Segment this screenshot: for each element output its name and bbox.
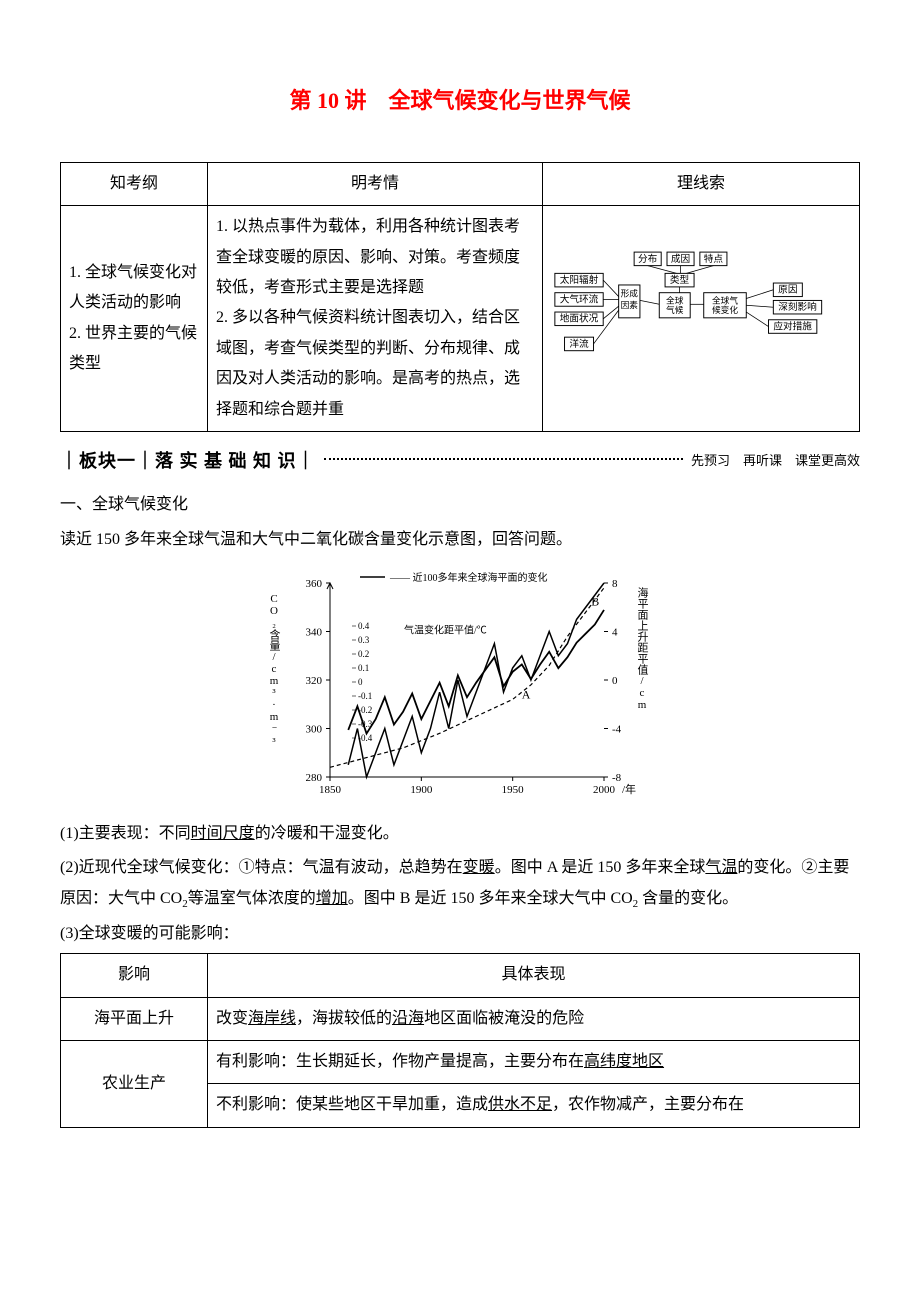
- svg-text:大气环流: 大气环流: [560, 293, 599, 305]
- u: 气温: [705, 859, 737, 876]
- chart-container: 1850 1900 1950 2000/年 280 300 320 340 360 CO₂含量/c…: [60, 565, 860, 805]
- heading-1: 一、全球气候变化: [60, 490, 860, 520]
- svg-text:成因: 成因: [671, 253, 690, 265]
- svg-text:8: 8: [612, 578, 618, 590]
- t: 改变: [216, 1010, 248, 1027]
- svg-text:应对措施: 应对措施: [773, 320, 812, 332]
- svg-text:—— 近100多年来全球海平面的变化: —— 近100多年来全球海平面的变化: [389, 571, 548, 584]
- svg-text:太阳辐射: 太阳辐射: [560, 274, 599, 286]
- svg-text:320: 320: [306, 675, 323, 687]
- table-row: 农业生产 有利影响：生长期延长，作物产量提高，主要分布在高纬度地区: [61, 1040, 860, 1083]
- intro-1: 读近 150 多年来全球气温和大气中二氧化碳含量变化示意图，回答问题。: [60, 525, 860, 555]
- r1c2: 改变海岸线，海拔较低的沿海地区面临被淹没的危险: [208, 997, 860, 1040]
- svg-text:原因: 原因: [778, 285, 797, 296]
- svg-text:地面状况: 地面状况: [560, 313, 599, 325]
- para-2: (2)近现代全球气候变化：①特点：气温有波动，总趋势在变暖。图中 A 是近 15…: [60, 853, 860, 914]
- svg-text:-4: -4: [612, 723, 622, 735]
- syllabus-table: 知考纲 明考情 理线索 1. 全球气候变化对人类活动的影响 2. 世界主要的气候…: [60, 162, 860, 432]
- r2a: 有利影响：生长期延长，作物产量提高，主要分布在高纬度地区: [208, 1040, 860, 1083]
- climate-chart: 1850 1900 1950 2000/年 280 300 320 340 360 CO₂含量/c…: [260, 565, 660, 805]
- svg-text:300: 300: [306, 723, 323, 735]
- svg-text:/年: /年: [622, 782, 636, 796]
- page-title: 第 10 讲 全球气候变化与世界气候: [60, 80, 860, 122]
- u: 沿海: [392, 1010, 424, 1027]
- svg-text:1850: 1850: [319, 784, 342, 796]
- th-zhikaogang: 知考纲: [61, 162, 208, 205]
- svg-text:0: 0: [358, 677, 363, 687]
- svg-text:360: 360: [306, 578, 323, 590]
- svg-text:气候: 气候: [666, 304, 684, 315]
- table-header-row: 知考纲 明考情 理线索: [61, 162, 860, 205]
- svg-text:280: 280: [306, 772, 323, 784]
- svg-text:因素: 因素: [621, 299, 639, 310]
- svg-text:候变化: 候变化: [712, 304, 738, 315]
- table-row: 1. 全球气候变化对人类活动的影响 2. 世界主要的气候类型 1. 以热点事件为…: [61, 206, 860, 432]
- t: ，海拔较低的: [296, 1010, 392, 1027]
- t: 的冷暖和干湿变化。: [255, 825, 399, 842]
- svg-text:分布: 分布: [638, 253, 658, 265]
- svg-text:2000: 2000: [593, 784, 616, 796]
- svg-text:洋流: 洋流: [569, 338, 589, 350]
- svg-text:全球: 全球: [666, 294, 684, 305]
- svg-text:全球气: 全球气: [712, 294, 738, 305]
- svg-text:-0.1: -0.1: [358, 691, 372, 701]
- t: 。图中 A 是近 150 多年来全球: [495, 859, 706, 876]
- t: 等温室气体浓度的: [188, 890, 316, 907]
- section-bar-dots: [324, 457, 683, 460]
- u: 时间尺度: [191, 825, 255, 842]
- t: (2)近现代全球气候变化：①特点：气温有波动，总趋势在: [60, 859, 463, 876]
- col2-content: 1. 以热点事件为载体，利用各种统计图表考查全球变暖的原因、影响、对策。考查频度…: [208, 206, 543, 432]
- u: 变暖: [463, 859, 495, 876]
- para-1: (1)主要表现：不同时间尺度的冷暖和干湿变化。: [60, 819, 860, 849]
- svg-text:形成: 形成: [621, 287, 639, 298]
- u: 供水不足: [488, 1096, 552, 1113]
- svg-text:深刻影响: 深刻影响: [778, 301, 817, 313]
- svg-text:0: 0: [612, 675, 618, 687]
- r2b: 不利影响：使某些地区干旱加重，造成供水不足，农作物减产，主要分布在: [208, 1084, 860, 1127]
- svg-text:CO₂含量/cm³·m⁻³: CO₂含量/cm³·m⁻³: [268, 593, 281, 748]
- impact-table: 影响 具体表现 海平面上升 改变海岸线，海拔较低的沿海地区面临被淹没的危险 农业…: [60, 953, 860, 1128]
- th-impact: 影响: [61, 954, 208, 997]
- svg-text:0.3: 0.3: [358, 635, 370, 645]
- svg-text:0.4: 0.4: [358, 621, 370, 631]
- table-row: 海平面上升 改变海岸线，海拔较低的沿海地区面临被淹没的危险: [61, 997, 860, 1040]
- svg-text:1950: 1950: [502, 784, 524, 796]
- t: 不利影响：使某些地区干旱加重，造成: [216, 1096, 488, 1113]
- svg-text:0.2: 0.2: [358, 649, 369, 659]
- svg-text:类型: 类型: [670, 274, 690, 286]
- svg-text:特点: 特点: [704, 253, 724, 265]
- svg-text:B: B: [591, 594, 599, 608]
- table-header-row: 影响 具体表现: [61, 954, 860, 997]
- u: 海岸线: [248, 1010, 296, 1027]
- svg-text:A: A: [522, 687, 531, 701]
- mindmap-svg: 分布 成因 特点 太阳辐射 类型 大气环流 形成因素 全球气候 全球气候变化 原…: [551, 250, 841, 376]
- svg-text:0.1: 0.1: [358, 663, 369, 673]
- col3-mindmap: 分布 成因 特点 太阳辐射 类型 大气环流 形成因素 全球气候 全球气候变化 原…: [543, 206, 860, 432]
- th-mingkaoqing: 明考情: [208, 162, 543, 205]
- t: 。图中 B 是近 150 多年来全球大气中 CO: [348, 890, 633, 907]
- u: 增加: [316, 890, 348, 907]
- para-3: (3)全球变暖的可能影响：: [60, 919, 860, 949]
- t: (1)主要表现：不同: [60, 825, 191, 842]
- col1-content: 1. 全球气候变化对人类活动的影响 2. 世界主要的气候类型: [61, 206, 208, 432]
- svg-text:-8: -8: [612, 772, 622, 784]
- r1c1: 海平面上升: [61, 997, 208, 1040]
- t: ，农作物减产，主要分布在: [552, 1096, 744, 1113]
- section-bar: ｜板块一｜落 实 基 础 知 识｜ 先预习 再听课 课堂更高效: [60, 444, 860, 478]
- t: 含量的变化。: [638, 890, 738, 907]
- svg-text:4: 4: [612, 626, 618, 638]
- u: 高纬度地区: [584, 1053, 664, 1070]
- r2c1: 农业生产: [61, 1040, 208, 1127]
- svg-text:气温变化距平值/℃: 气温变化距平值/℃: [404, 623, 487, 636]
- t: 有利影响：生长期延长，作物产量提高，主要分布在: [216, 1053, 584, 1070]
- svg-text:海平面上升距平值/cm: 海平面上升距平值/cm: [636, 586, 649, 711]
- section-bar-left: ｜板块一｜落 实 基 础 知 识｜: [60, 444, 316, 478]
- th-lixiansuo: 理线索: [543, 162, 860, 205]
- svg-text:1900: 1900: [410, 784, 433, 796]
- t: 地区面临被淹没的危险: [424, 1010, 584, 1027]
- th-detail: 具体表现: [208, 954, 860, 997]
- svg-text:340: 340: [306, 626, 323, 638]
- section-bar-right: 先预习 再听课 课堂更高效: [691, 449, 860, 474]
